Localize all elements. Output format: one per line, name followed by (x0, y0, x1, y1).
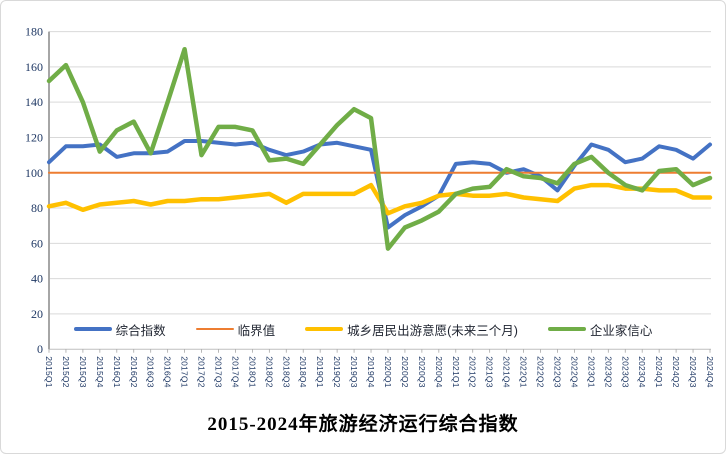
x-axis-label: 2019Q2 (332, 356, 342, 388)
y-axis-label: 60 (31, 236, 43, 250)
legend-line-swatch (195, 328, 234, 330)
x-axis-label: 2016Q3 (146, 356, 156, 388)
legend-item: 企业家信心 (547, 320, 653, 339)
legend-label: 城乡居民出游意愿(未来三个月) (347, 323, 518, 338)
x-axis-label: 2023Q2 (603, 356, 613, 388)
x-axis-label: 2020Q4 (434, 356, 444, 388)
legend-label: 临界值 (237, 323, 276, 338)
x-axis-label: 2019Q4 (366, 356, 376, 388)
x-axis-label: 2023Q1 (586, 356, 596, 388)
x-axis-label: 2024Q3 (688, 356, 698, 388)
x-axis-label: 2020Q2 (400, 356, 410, 388)
x-axis-label: 2015Q2 (61, 356, 71, 388)
x-axis-label: 2020Q1 (383, 356, 393, 388)
y-axis-label: 160 (25, 60, 43, 74)
chart-canvas: 0 20 40 60 80 100 120 140 160 180 2015Q1 2015Q2 2015… (25, 25, 715, 388)
x-axis-label: 2016Q1 (112, 356, 122, 388)
legend-line-swatch (73, 327, 112, 331)
legend-line-swatch (305, 327, 344, 331)
x-axis-label: 2015Q4 (95, 356, 105, 388)
x-axis-label: 2021Q3 (485, 356, 495, 388)
y-axis-label: 120 (25, 130, 43, 144)
x-axis-label: 2022Q1 (519, 356, 529, 388)
x-axis-label: 2018Q4 (298, 356, 308, 388)
y-axis-label: 0 (37, 342, 43, 356)
x-axis-label: 2022Q2 (536, 356, 546, 388)
x-axis-label: 2017Q3 (213, 356, 223, 388)
x-axis-label: 2022Q4 (569, 356, 579, 388)
chart-legend: 综合指数 临界值 城乡居民出游意愿(未来三个月) 企业家信心 (1, 318, 725, 340)
x-axis-label: 2018Q1 (247, 356, 257, 388)
y-axis-label: 100 (25, 166, 43, 180)
x-axis-label: 2016Q4 (163, 356, 173, 388)
x-axis-label: 2021Q1 (451, 356, 461, 388)
x-axis-label: 2015Q3 (78, 356, 88, 388)
x-axis-label: 2024Q1 (654, 356, 664, 388)
y-axis-label: 180 (25, 25, 43, 39)
y-axis-label: 80 (31, 201, 43, 215)
legend-item: 综合指数 (73, 320, 166, 339)
x-axis-label: 2019Q1 (315, 356, 325, 388)
x-axis-label: 2018Q2 (264, 356, 274, 388)
x-axis-label: 2016Q2 (129, 356, 139, 388)
x-axis-label: 2018Q3 (281, 356, 291, 388)
x-axis-label: 2021Q2 (468, 356, 478, 388)
x-axis-label: 2017Q4 (230, 356, 240, 388)
x-axis-label: 2024Q4 (705, 356, 715, 388)
legend-item: 临界值 (195, 320, 276, 339)
y-axis-label: 140 (25, 95, 43, 109)
legend-label: 综合指数 (115, 323, 166, 338)
x-axis-label: 2022Q3 (552, 356, 562, 388)
series-line-企业家信心 (46, 46, 713, 251)
x-axis-label: 2023Q4 (637, 356, 647, 388)
x-axis-label: 2020Q3 (417, 356, 427, 388)
x-axis-label: 2019Q3 (349, 356, 359, 388)
y-axis-label: 40 (31, 272, 43, 286)
legend-label: 企业家信心 (589, 323, 653, 338)
legend-line-swatch (547, 327, 586, 331)
x-axis-label: 2017Q2 (197, 356, 207, 388)
chart-title: 2015-2024年旅游经济运行综合指数 (207, 414, 519, 435)
x-axis-label: 2015Q1 (44, 356, 54, 388)
x-axis-label: 2017Q1 (180, 356, 190, 388)
x-axis-label: 2024Q2 (671, 356, 681, 388)
x-axis-label: 2021Q4 (502, 356, 512, 388)
x-axis-label: 2023Q3 (620, 356, 630, 388)
legend-item: 城乡居民出游意愿(未来三个月) (305, 320, 518, 339)
y-axis-label: 20 (31, 307, 43, 321)
